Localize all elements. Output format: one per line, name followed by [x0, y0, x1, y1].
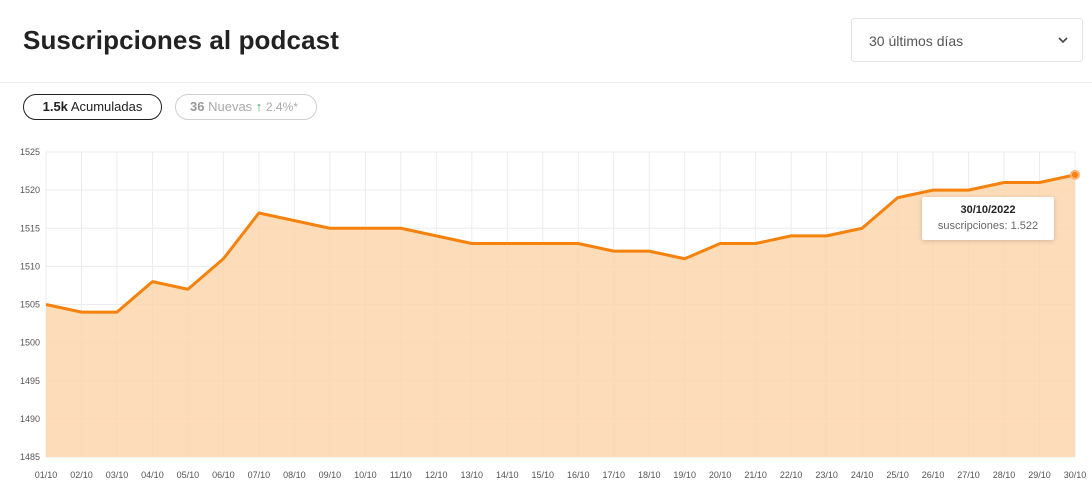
- data-point: [399, 226, 403, 230]
- y-tick-label: 1510: [20, 261, 40, 271]
- data-point: [150, 280, 154, 284]
- x-tick-label: 23/10: [815, 470, 838, 480]
- data-point: [44, 303, 48, 307]
- new-change: 2.4%*: [265, 100, 298, 114]
- x-tick-label: 26/10: [922, 470, 945, 480]
- x-tick-label: 25/10: [886, 470, 909, 480]
- data-point: [257, 211, 261, 215]
- x-tick-label: 09/10: [319, 470, 342, 480]
- data-point: [860, 226, 864, 230]
- data-point: [79, 310, 83, 314]
- y-tick-label: 1500: [20, 338, 40, 348]
- data-point: [754, 242, 758, 246]
- area-fill: [46, 174, 1075, 457]
- x-tick-label: 05/10: [177, 470, 200, 480]
- data-point: [434, 234, 438, 238]
- date-range-value: 30 últimos días: [869, 33, 964, 49]
- data-point: [931, 188, 935, 192]
- page-header: Suscripciones al podcast 30 últimos días: [0, 0, 1092, 83]
- x-tick-label: 30/10: [1064, 470, 1087, 480]
- x-tick-label: 18/10: [638, 470, 661, 480]
- data-point: [363, 226, 367, 230]
- x-tick-label: 11/10: [390, 470, 412, 480]
- accumulated-value: 1.5k: [42, 99, 68, 114]
- x-tick-label: 27/10: [957, 470, 980, 480]
- x-tick-label: 20/10: [709, 470, 732, 480]
- tooltip-date: 30/10/2022: [960, 204, 1016, 216]
- data-point: [576, 242, 580, 246]
- x-tick-label: 19/10: [673, 470, 696, 480]
- data-point: [1002, 181, 1006, 185]
- data-point: [1038, 181, 1042, 185]
- x-tick-label: 17/10: [602, 470, 625, 480]
- data-point: [470, 242, 474, 246]
- data-point: [1070, 169, 1080, 180]
- x-tick-label: 04/10: [141, 470, 164, 480]
- y-tick-label: 1515: [20, 223, 40, 233]
- x-tick-label: 08/10: [283, 470, 306, 480]
- data-point: [683, 257, 687, 261]
- x-tick-label: 07/10: [248, 470, 271, 480]
- y-tick-label: 1490: [20, 414, 40, 424]
- tooltip-value: suscripciones: 1.522: [937, 220, 1039, 232]
- accumulated-toggle[interactable]: 1.5k Acumuladas: [23, 94, 162, 120]
- data-point: [292, 219, 296, 223]
- data-point: [967, 188, 971, 192]
- x-tick-label: 21/10: [744, 470, 767, 480]
- x-tick-label: 13/10: [461, 470, 484, 480]
- x-tick-label: 02/10: [70, 470, 93, 480]
- x-tick-label: 16/10: [567, 470, 590, 480]
- data-point: [221, 257, 225, 261]
- data-point: [647, 249, 651, 253]
- y-tick-label: 1485: [20, 452, 40, 462]
- data-point: [328, 226, 332, 230]
- y-tick-label: 1495: [20, 376, 40, 386]
- x-tick-label: 28/10: [993, 470, 1016, 480]
- series-line: [45, 173, 1076, 314]
- x-tick-label: 22/10: [780, 470, 803, 480]
- x-tick-label: 12/10: [425, 470, 448, 480]
- data-point: [789, 234, 793, 238]
- data-point: [896, 196, 900, 200]
- x-tick-label: 06/10: [212, 470, 235, 480]
- data-point: [115, 310, 119, 314]
- x-tick-label: 24/10: [851, 470, 874, 480]
- x-tick-label: 03/10: [106, 470, 129, 480]
- accumulated-label: Acumuladas: [70, 99, 143, 114]
- chart-tooltip: 30/10/2022 suscripciones: 1.522: [922, 197, 1054, 240]
- date-range-select[interactable]: 30 últimos días: [851, 18, 1083, 62]
- data-point: [505, 242, 509, 246]
- new-toggle[interactable]: 36 Nuevas ↑ 2.4%*: [175, 94, 317, 120]
- arrow-up-icon: ↑: [255, 99, 263, 114]
- x-tick-label: 15/10: [531, 470, 554, 480]
- x-tick-label: 01/10: [35, 470, 58, 480]
- data-point: [186, 287, 190, 291]
- chevron-down-icon: [1058, 37, 1068, 44]
- y-tick-label: 1520: [20, 185, 40, 195]
- data-point: [541, 242, 545, 246]
- y-tick-label: 1505: [20, 300, 40, 310]
- y-tick-label: 1525: [20, 147, 40, 157]
- data-point: [718, 242, 722, 246]
- page-title: Suscripciones al podcast: [23, 25, 339, 55]
- x-tick-label: 14/10: [496, 470, 519, 480]
- x-tick-label: 10/10: [354, 470, 377, 480]
- new-value: 36: [190, 99, 205, 114]
- data-point: [612, 249, 616, 253]
- new-label: Nuevas: [208, 99, 253, 114]
- data-point: [825, 234, 829, 238]
- x-tick-label: 29/10: [1028, 470, 1051, 480]
